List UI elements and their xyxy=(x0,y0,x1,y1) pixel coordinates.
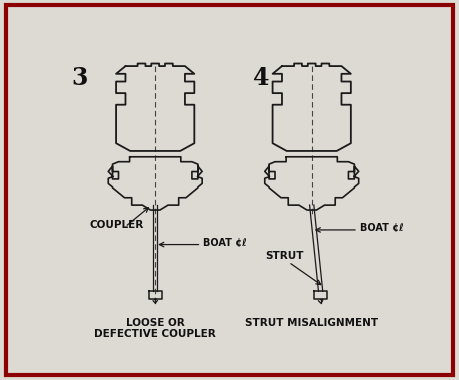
Text: 3: 3 xyxy=(72,66,88,90)
Text: BOAT ¢ℓ: BOAT ¢ℓ xyxy=(360,223,403,233)
Text: STRUT: STRUT xyxy=(265,251,304,261)
Text: BOAT ¢ℓ: BOAT ¢ℓ xyxy=(203,238,247,248)
Text: STRUT MISALIGNMENT: STRUT MISALIGNMENT xyxy=(245,318,378,328)
Text: COUPLER: COUPLER xyxy=(90,220,144,231)
Text: LOOSE OR
DEFECTIVE COUPLER: LOOSE OR DEFECTIVE COUPLER xyxy=(94,318,216,339)
Text: 4: 4 xyxy=(253,66,269,90)
